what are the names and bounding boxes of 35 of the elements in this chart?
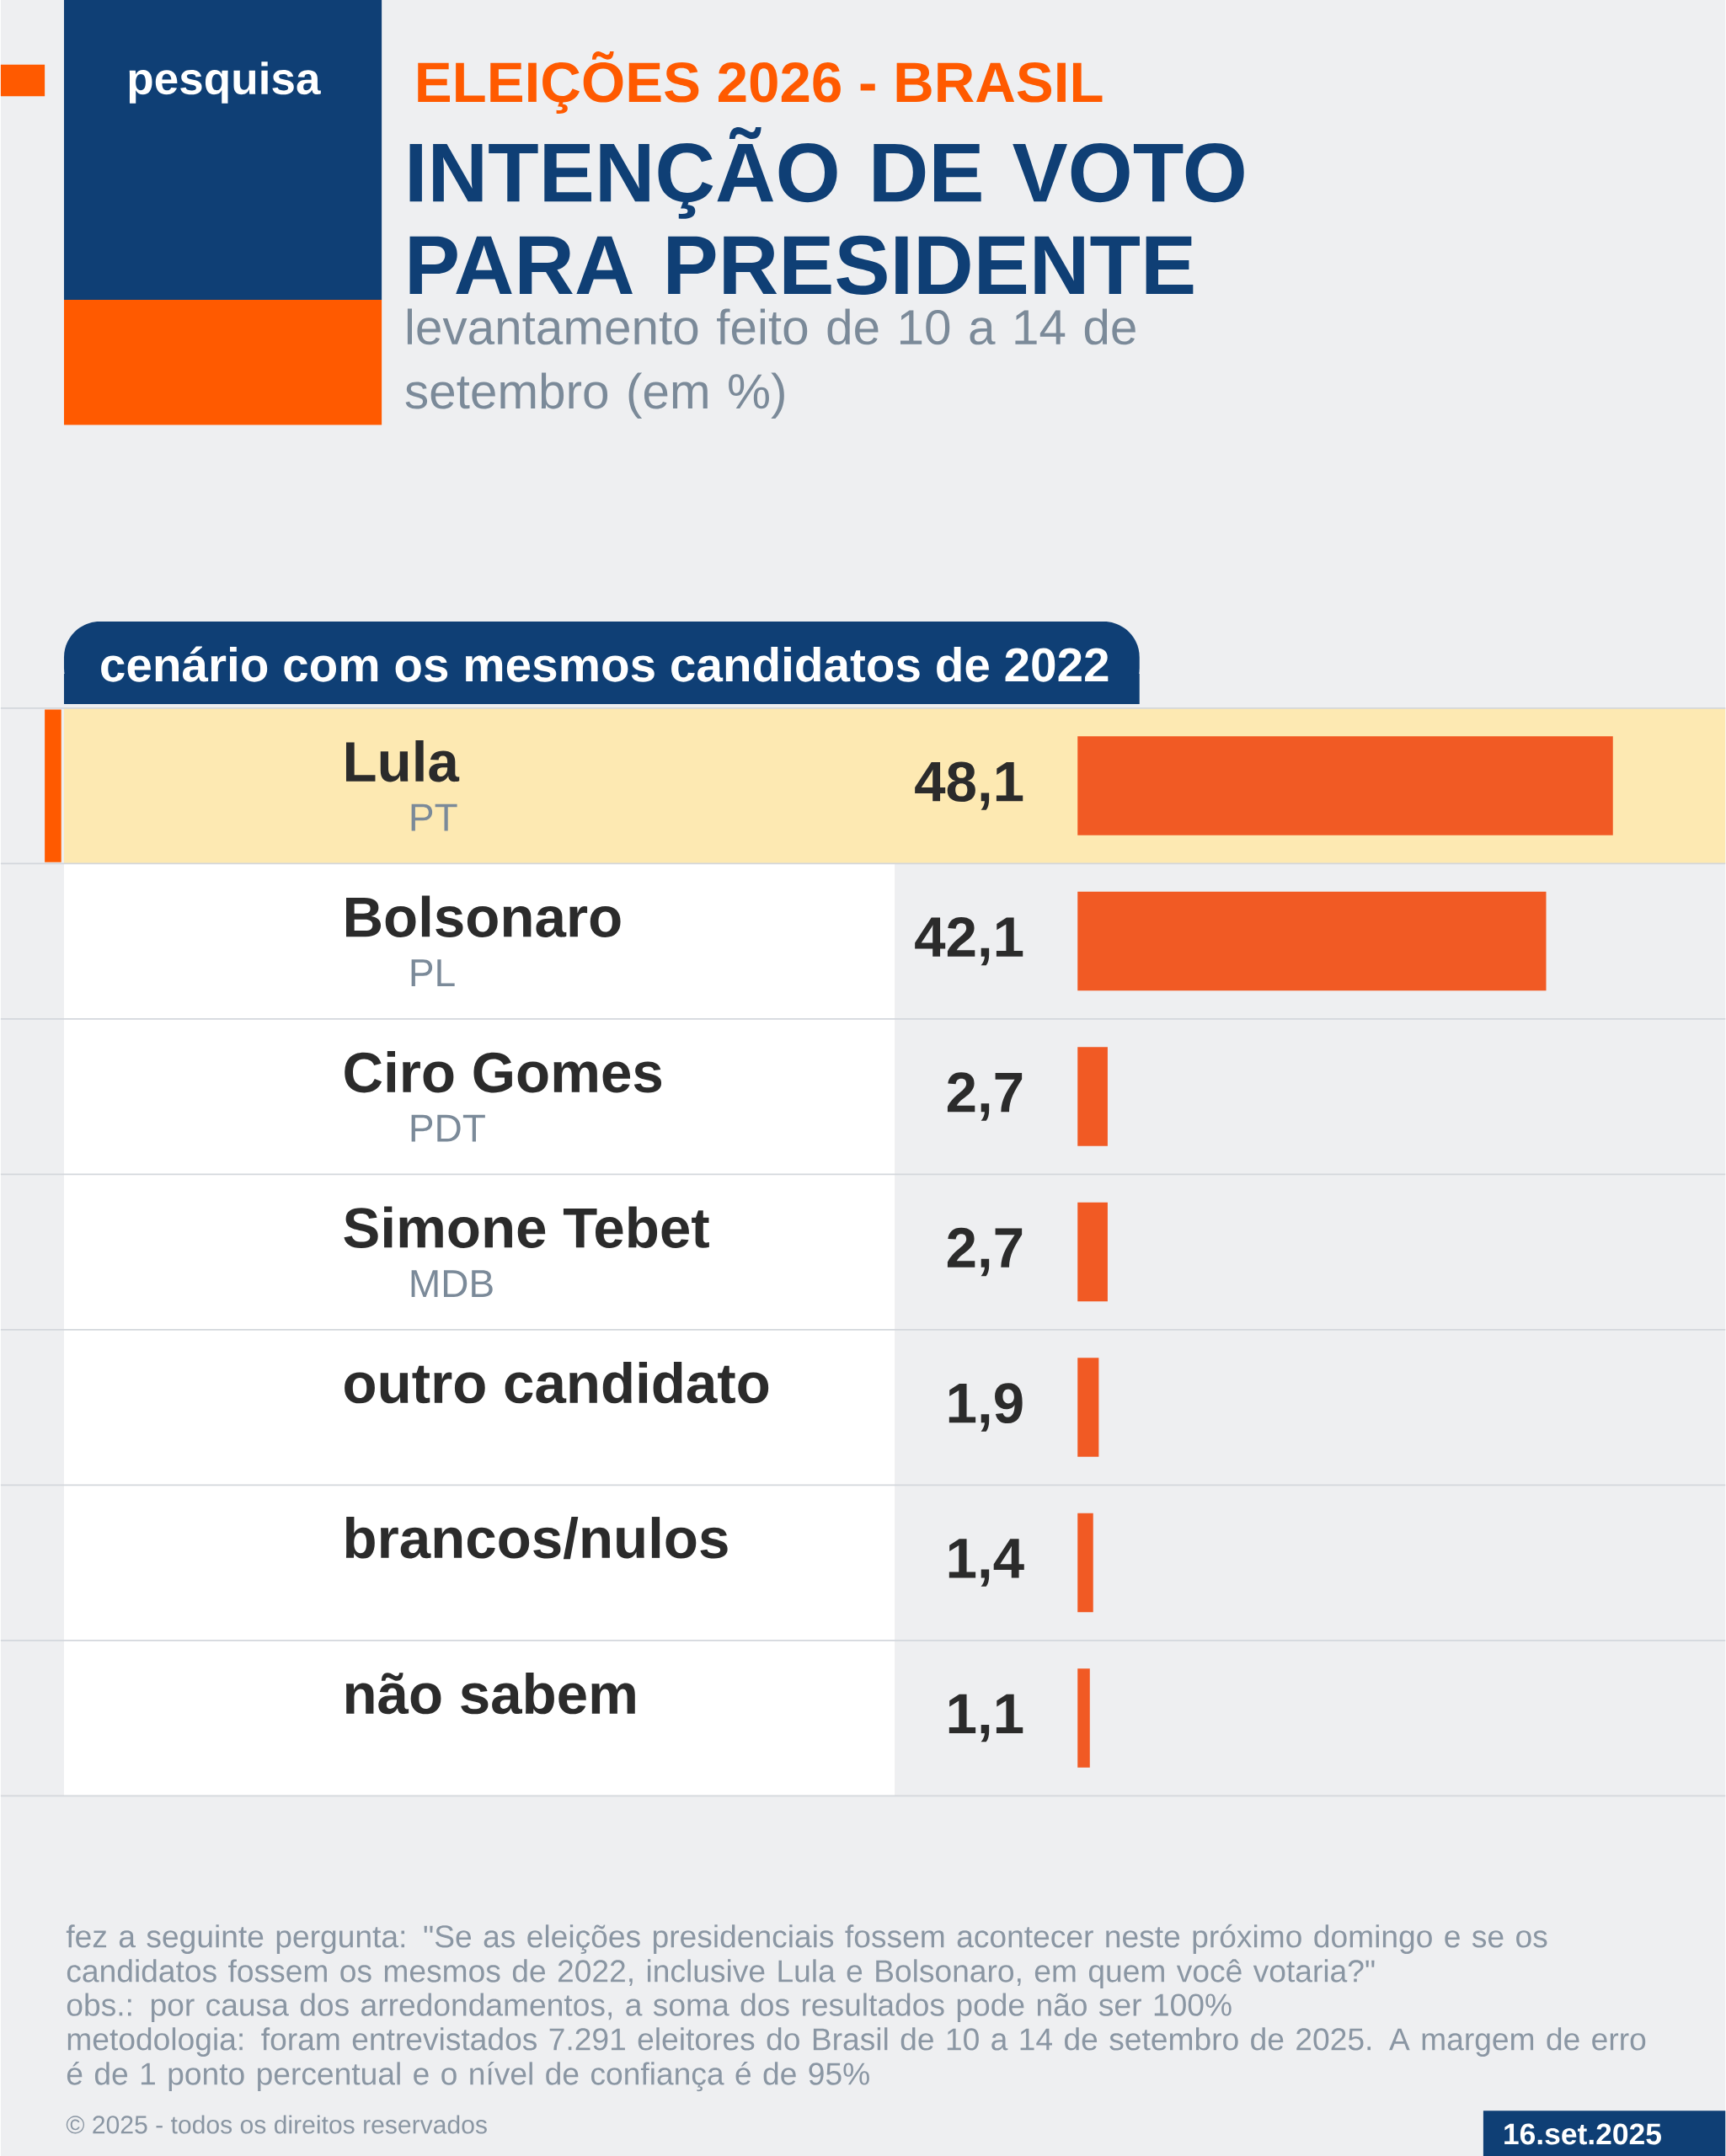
- chart-subtitle: levantamento feito de 10 a 14 de setembro (em %): [405, 308, 1136, 419]
- y-tick-label: outro candidato: [345, 1361, 769, 1404]
- y-tick-label: Bolsonaro: [345, 895, 621, 937]
- data-label: 48,1: [915, 761, 1023, 810]
- y-tick-label: Simone Tebet: [344, 1206, 709, 1248]
- bar: [1077, 1202, 1108, 1302]
- y-tick-label: não sabem: [345, 1672, 635, 1715]
- data-label: 1,9: [948, 1383, 1023, 1432]
- text: cenário com os mesmos candidatos de 2022: [101, 646, 1109, 682]
- data-label: 2,7: [947, 1227, 1023, 1277]
- text: metodologia: foram entrevistados 7.291 eleitores do Brasil de 10 a 14 de setembro de 2025. A margem de erro é de 1 ponto percentual e o nível de confiança é de 95%: [67, 2027, 1646, 2092]
- text: ELEIÇÕES 2026 - BRASIL: [418, 51, 1103, 114]
- bar: [1077, 891, 1547, 991]
- text: © 2025 - todos os direitos reservados: [66, 2115, 487, 2134]
- text: PDT: [411, 1114, 485, 1142]
- data-label: 1,4: [948, 1539, 1024, 1587]
- bar: [1077, 1358, 1099, 1457]
- text: 16.set.2025: [1504, 2123, 1661, 2145]
- text: MDB: [411, 1270, 493, 1297]
- data-label: 2,7: [947, 1072, 1023, 1121]
- text: PL: [411, 959, 455, 986]
- text: obs.: por causa dos arredondamentos, a soma dos resultados pode não ser 100%: [67, 1993, 1232, 2023]
- text: fez a seguinte pergunta: "Se as eleições presidenciais fossem acontecer neste próximo domingo e se os candidatos fossem os mesmos de 2022, inclusive Lula e Bolsonaro, em quem você votaria?": [66, 1924, 1547, 1988]
- bar: [1077, 736, 1613, 835]
- bar: [1077, 1047, 1108, 1146]
- data-label: 1,1: [948, 1694, 1023, 1742]
- chart-title: INTENÇÃO DE VOTO PARA PRESIDENTE: [409, 126, 1244, 295]
- text: pesquisa: [129, 61, 321, 104]
- bar: [1077, 1513, 1093, 1613]
- y-tick-label: Lula: [345, 739, 460, 782]
- y-tick-label: Ciro Gomes: [345, 1050, 661, 1093]
- y-tick-label: brancos/nulos: [345, 1517, 728, 1560]
- text: PT: [411, 803, 457, 831]
- bar: [1077, 1668, 1090, 1768]
- data-label: 42,1: [915, 916, 1023, 966]
